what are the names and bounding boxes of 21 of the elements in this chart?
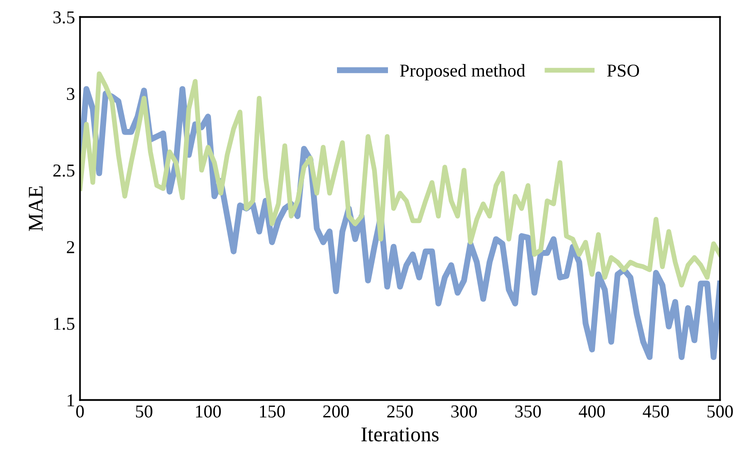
x-tick-label: 400 — [578, 405, 605, 418]
x-tick-label: 450 — [642, 405, 669, 418]
x-tick-label: 250 — [387, 405, 413, 418]
y-tick-label: 2.5 — [53, 164, 74, 177]
y-tick-label: 1.5 — [54, 318, 74, 330]
x-tick-label: 150 — [260, 405, 285, 418]
x-axis-title: Iterations — [361, 427, 439, 442]
x-tick-label: 100 — [196, 405, 221, 418]
x-tick-label: 500 — [708, 405, 733, 418]
y-tick-label: 2 — [66, 241, 74, 254]
y-tick-label: 3 — [66, 88, 74, 100]
legend-label: Proposed method — [400, 64, 526, 80]
y-tick-label: 3.5 — [53, 11, 74, 24]
x-tick-label: 350 — [515, 405, 541, 418]
legend-label: PSO — [607, 64, 640, 77]
y-axis-title: MAE — [28, 186, 43, 232]
x-tick-label: 0 — [76, 405, 84, 418]
y-tick-label: 1 — [68, 394, 74, 406]
x-tick-label: 200 — [323, 405, 349, 418]
x-tick-label: 50 — [136, 405, 152, 418]
x-tick-label: 300 — [451, 405, 477, 418]
